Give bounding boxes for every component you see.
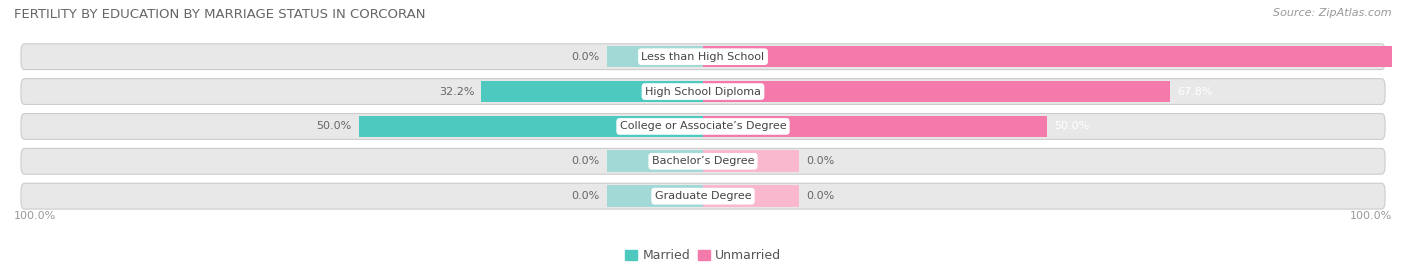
Text: 50.0%: 50.0% xyxy=(1054,121,1090,132)
Text: Graduate Degree: Graduate Degree xyxy=(655,191,751,201)
Bar xyxy=(703,46,1392,68)
Text: 0.0%: 0.0% xyxy=(571,156,599,166)
Bar xyxy=(703,46,800,68)
Bar xyxy=(703,81,1170,102)
Text: 0.0%: 0.0% xyxy=(807,191,835,201)
Bar xyxy=(606,46,703,68)
Legend: Married, Unmarried: Married, Unmarried xyxy=(620,244,786,267)
Text: High School Diploma: High School Diploma xyxy=(645,87,761,97)
Bar xyxy=(606,81,703,102)
FancyBboxPatch shape xyxy=(21,114,1385,139)
FancyBboxPatch shape xyxy=(21,79,1385,104)
Bar xyxy=(703,116,1047,137)
Bar xyxy=(703,81,800,102)
Bar xyxy=(703,116,800,137)
Text: Bachelor’s Degree: Bachelor’s Degree xyxy=(652,156,754,166)
Text: 0.0%: 0.0% xyxy=(807,156,835,166)
Text: 0.0%: 0.0% xyxy=(571,52,599,62)
Bar xyxy=(606,185,703,207)
Bar xyxy=(359,116,703,137)
Text: 100.0%: 100.0% xyxy=(1399,52,1406,62)
Text: Less than High School: Less than High School xyxy=(641,52,765,62)
Bar xyxy=(606,116,703,137)
Text: Source: ZipAtlas.com: Source: ZipAtlas.com xyxy=(1274,8,1392,18)
Bar xyxy=(481,81,703,102)
Bar xyxy=(703,150,800,172)
Text: 100.0%: 100.0% xyxy=(14,211,56,221)
FancyBboxPatch shape xyxy=(21,44,1385,70)
Text: 50.0%: 50.0% xyxy=(316,121,352,132)
FancyBboxPatch shape xyxy=(21,183,1385,209)
Text: College or Associate’s Degree: College or Associate’s Degree xyxy=(620,121,786,132)
Text: 100.0%: 100.0% xyxy=(1350,211,1392,221)
Bar xyxy=(703,185,800,207)
Text: 0.0%: 0.0% xyxy=(571,191,599,201)
Text: FERTILITY BY EDUCATION BY MARRIAGE STATUS IN CORCORAN: FERTILITY BY EDUCATION BY MARRIAGE STATU… xyxy=(14,8,426,21)
Text: 32.2%: 32.2% xyxy=(439,87,474,97)
Bar xyxy=(606,150,703,172)
FancyBboxPatch shape xyxy=(21,148,1385,174)
Text: 67.8%: 67.8% xyxy=(1177,87,1212,97)
